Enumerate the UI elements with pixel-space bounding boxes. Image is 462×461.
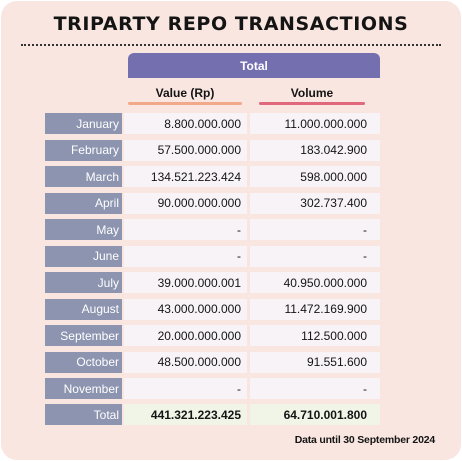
month-label: June	[45, 245, 122, 267]
total-row: Total 441.321.223.425 64.710.001.800	[1, 404, 461, 425]
value-cell: -	[124, 378, 247, 399]
table-row: July 39.000.000.001 40.950.000.000	[1, 272, 461, 293]
table-row: April 90.000.000.000 302.737.400	[1, 192, 461, 214]
month-label: November	[45, 378, 122, 399]
table-row: February 57.500.000.000 183.042.900	[1, 139, 461, 161]
value-cell: 43.000.000.000	[124, 298, 247, 320]
table-row: October 48.500.000.000 91.551.600	[1, 351, 461, 373]
volume-cell: 11.000.000.000	[250, 113, 380, 134]
volume-cell: 40.950.000.000	[250, 272, 380, 293]
volume-cell: 598.000.000	[250, 166, 380, 187]
table-row: November - -	[1, 378, 461, 399]
month-label: September	[45, 325, 122, 346]
month-label: February	[45, 139, 122, 161]
value-cell: -	[124, 219, 247, 240]
volume-cell: 11.472.169.900	[250, 298, 380, 320]
value-cell: 8.800.000.000	[124, 113, 247, 134]
volume-cell: 112.500.000	[250, 325, 380, 346]
column-header-volume: Volume	[290, 86, 334, 100]
volume-cell: -	[250, 245, 380, 267]
value-cell: 90.000.000.000	[124, 192, 247, 214]
value-cell: 39.000.000.001	[124, 272, 247, 293]
value-cell: 57.500.000.000	[124, 139, 247, 161]
value-cell: 20.000.000.000	[124, 325, 247, 346]
volume-cell: 183.042.900	[250, 139, 380, 161]
month-label: April	[45, 192, 122, 214]
dotted-divider	[21, 44, 441, 46]
value-cell: 48.500.000.000	[124, 351, 247, 373]
value-cell: 134.521.223.424	[124, 166, 247, 187]
table-row: September 20.000.000.000 112.500.000	[1, 325, 461, 346]
table-row: May - -	[1, 219, 461, 240]
volume-header-underline	[259, 102, 365, 105]
month-label: January	[45, 113, 122, 134]
value-cell: -	[124, 245, 247, 267]
footnote: Data until 30 September 2024	[294, 434, 435, 446]
volume-cell: 91.551.600	[250, 351, 380, 373]
volume-cell: 302.737.400	[250, 192, 380, 214]
column-header-value: Value (Rp)	[155, 86, 215, 100]
month-label: August	[45, 298, 122, 320]
total-value-cell: 441.321.223.425	[124, 404, 247, 425]
month-label: May	[45, 219, 122, 240]
total-volume-cell: 64.710.001.800	[250, 404, 380, 425]
page-title: TRIPARTY REPO TRANSACTIONS	[53, 13, 409, 35]
month-label: March	[45, 166, 122, 187]
value-header-underline	[128, 102, 242, 105]
table-row: March 134.521.223.424 598.000.000	[1, 166, 461, 187]
volume-cell: -	[250, 378, 380, 399]
table-row: August 43.000.000.000 11.472.169.900	[1, 298, 461, 320]
group-header-total: Total	[128, 53, 380, 78]
month-label: July	[45, 272, 122, 293]
month-label: October	[45, 351, 122, 373]
total-label: Total	[45, 404, 122, 425]
table-row: June - -	[1, 245, 461, 267]
table-row: January 8.800.000.000 11.000.000.000	[1, 113, 461, 134]
volume-cell: -	[250, 219, 380, 240]
